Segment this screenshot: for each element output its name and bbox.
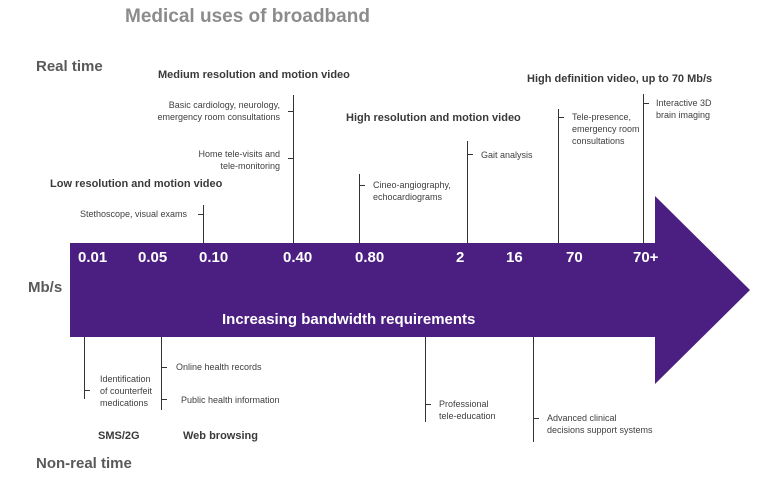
- tick-label: 70: [566, 249, 583, 266]
- web-tick: [162, 367, 167, 368]
- hd-tick: [559, 117, 564, 118]
- medium-res-item: Home tele-visits and tele-monitoring: [198, 149, 280, 171]
- web-item: Public health information: [181, 395, 280, 405]
- tick-label: 0.80: [355, 249, 385, 266]
- hd-item: Interactive 3D brain imaging: [656, 98, 712, 120]
- tick-label: 16: [506, 249, 523, 266]
- web-tick: [162, 399, 167, 400]
- clinical-connector: [533, 337, 534, 442]
- tick-label: 0.40: [283, 249, 313, 266]
- medium-res-tick: [288, 111, 293, 112]
- tick-label: 0.05: [138, 249, 168, 266]
- edu-item: Professional tele-education: [439, 399, 496, 421]
- high-res-title: High resolution and motion video: [346, 112, 521, 124]
- hd-tick: [644, 103, 649, 104]
- real-time-label: Real time: [36, 58, 103, 75]
- tick-label: 2: [456, 249, 465, 266]
- edu-tick: [426, 404, 431, 405]
- low-res-connector: [203, 205, 204, 243]
- sms-item: Identification of counterfeit medication…: [100, 374, 153, 408]
- medium-res-title: Medium resolution and motion video: [158, 69, 350, 81]
- low-res-item: Stethoscope, visual exams: [79, 209, 187, 219]
- page-title: Medical uses of broadband: [125, 6, 370, 27]
- web-item: Online health records: [176, 362, 262, 372]
- tick-label: 0.10: [199, 249, 229, 266]
- unit-label: Mb/s: [28, 279, 63, 296]
- high-res-item: Cineo-angiography, echocardiograms: [373, 180, 451, 202]
- edu-connector: [425, 337, 426, 422]
- high-res-tick: [468, 154, 473, 155]
- non-real-time-label: Non-real time: [36, 455, 132, 472]
- hd-connector-1: [558, 109, 559, 243]
- tick-label: 70+: [633, 249, 659, 266]
- high-res-item: Gait analysis: [481, 150, 533, 160]
- clinical-tick: [534, 418, 539, 419]
- clinical-item: Advanced clinical decisions support syst…: [547, 413, 653, 435]
- medium-res-item: Basic cardiology, neurology, emergency r…: [157, 100, 280, 122]
- web-connector: [161, 337, 162, 410]
- arrow-caption: Increasing bandwidth requirements: [222, 311, 476, 328]
- high-res-connector-1: [359, 174, 360, 243]
- low-res-tick: [198, 214, 203, 215]
- arrow-shape: [70, 196, 750, 384]
- sms-tick: [85, 390, 90, 391]
- medium-res-tick: [288, 158, 293, 159]
- medium-res-connector: [293, 95, 294, 243]
- high-res-tick: [360, 185, 365, 186]
- high-res-connector-2: [467, 141, 468, 243]
- hd-video-title: High definition video, up to 70 Mb/s: [527, 73, 713, 85]
- web-title: Web browsing: [183, 430, 258, 442]
- low-res-title: Low resolution and motion video: [50, 178, 223, 190]
- tick-label: 0.01: [78, 249, 108, 266]
- hd-item: Tele-presence, emergency room consultati…: [572, 112, 640, 146]
- sms-connector: [84, 337, 85, 399]
- sms-title: SMS/2G: [98, 430, 140, 442]
- hd-connector-2: [643, 94, 644, 243]
